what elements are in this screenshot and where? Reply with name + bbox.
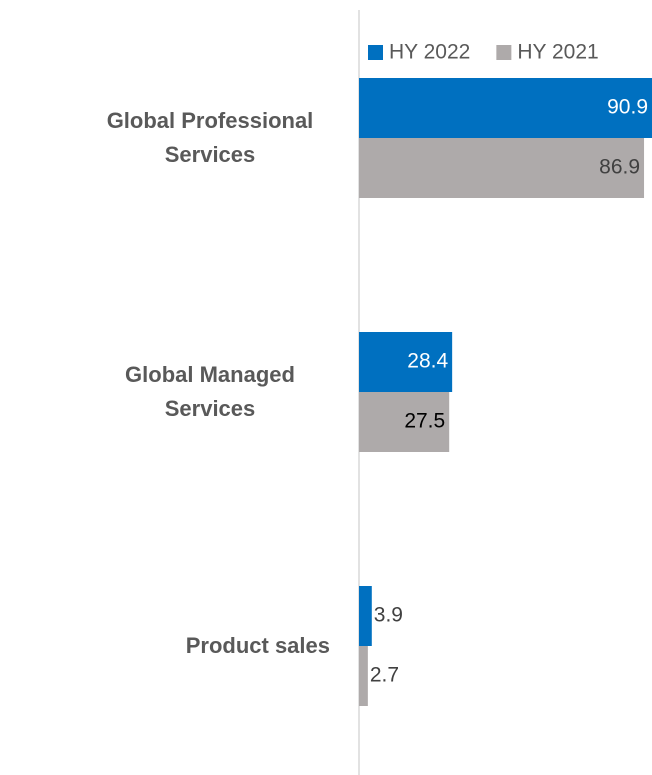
legend-label: HY 2022 <box>389 41 470 64</box>
category-label-box: Product sales <box>0 586 330 706</box>
legend-label: HY 2021 <box>517 41 598 64</box>
value-label: 90.9 <box>607 96 648 119</box>
category-label: Global Professional Services <box>106 108 314 167</box>
bar <box>359 586 372 646</box>
category-label-box: Global Professional Services <box>0 78 330 198</box>
value-label: 86.9 <box>599 156 640 179</box>
value-label: 27.5 <box>404 410 445 433</box>
category-label-box: Global Managed Services <box>0 332 330 452</box>
bar <box>359 78 652 138</box>
value-label: 28.4 <box>407 350 448 373</box>
bar <box>359 392 450 452</box>
bar <box>359 332 453 392</box>
category-label: Product sales <box>185 633 330 658</box>
legend-swatch <box>496 45 512 60</box>
value-label: 3.9 <box>374 604 403 627</box>
value-label: 2.7 <box>370 664 399 687</box>
legend-swatch <box>368 45 383 60</box>
bar <box>359 646 368 706</box>
category-label: Global Managed Services <box>125 362 295 421</box>
bar <box>359 138 645 198</box>
